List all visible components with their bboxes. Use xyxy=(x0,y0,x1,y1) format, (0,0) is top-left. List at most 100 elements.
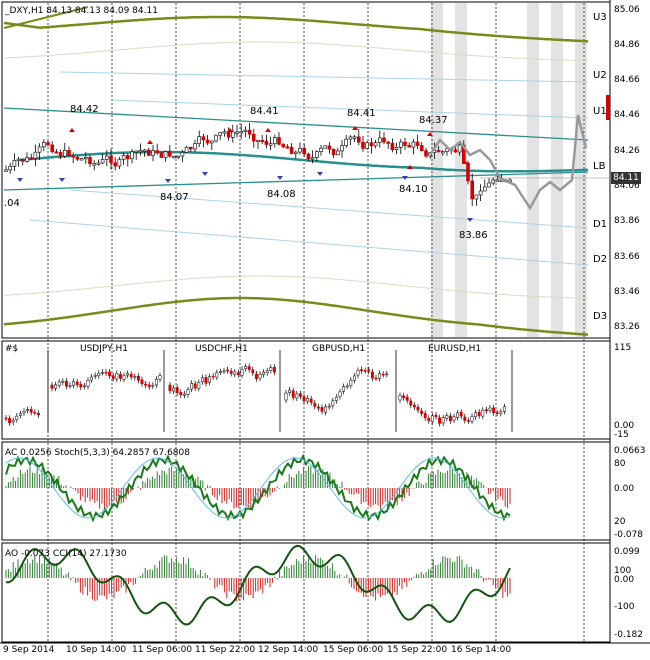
inner-envelope-line xyxy=(3,41,588,62)
fractal-down-marker xyxy=(59,178,65,182)
mini-candle-body xyxy=(204,377,208,384)
mini-candle-body xyxy=(86,380,90,387)
candle-body xyxy=(411,141,416,148)
candle-body xyxy=(100,158,105,164)
mini-candle-body xyxy=(208,376,212,383)
level-line xyxy=(69,189,589,229)
candle-body xyxy=(272,137,277,145)
candle-body xyxy=(41,142,46,148)
mini-candle-body xyxy=(398,395,402,401)
mini-candle-body xyxy=(22,410,26,414)
time-axis-label: 11 Sep 06:00 xyxy=(132,645,193,655)
ao-axis-label: 100 xyxy=(614,566,632,576)
mini-candle-body xyxy=(147,384,151,387)
mini-candle-body xyxy=(420,410,424,414)
candle-body xyxy=(369,142,374,147)
mini-candle-body xyxy=(229,370,233,374)
candle-body xyxy=(293,151,298,154)
symbol-usdchf-label: USDCHF,H1 xyxy=(195,344,248,354)
candle-body xyxy=(4,169,8,172)
symbol-eurusd-label: EURUSD,H1 xyxy=(428,344,482,354)
candle-body xyxy=(277,137,281,145)
candle-body xyxy=(453,149,458,153)
candle-body xyxy=(180,152,185,157)
candle-body xyxy=(390,142,395,150)
mini-candle-body xyxy=(15,415,19,420)
mini-candle-body xyxy=(488,407,492,411)
inner-envelope-line xyxy=(3,275,589,299)
mini-candle-body xyxy=(265,370,269,373)
candle-body xyxy=(121,155,126,160)
candle-body xyxy=(193,143,197,150)
level-label-d2: D2 xyxy=(593,254,608,265)
price-label: 84.66 xyxy=(614,75,640,85)
mini-candle-body xyxy=(136,376,140,381)
price-label: 84.26 xyxy=(614,146,640,156)
candle-body xyxy=(138,150,143,153)
candle-body xyxy=(440,151,445,154)
candle-body xyxy=(331,148,336,156)
candle-body xyxy=(222,131,227,134)
candle-body xyxy=(67,150,71,156)
candle-body xyxy=(218,132,222,136)
mini-candle-body xyxy=(240,369,244,376)
candle-body xyxy=(189,146,193,150)
candle-body xyxy=(12,160,17,167)
mini-candle-body xyxy=(158,375,162,380)
time-axis-label: 10 Sep 14:00 xyxy=(66,645,127,655)
current-price-badge: 84.11 xyxy=(611,172,641,184)
mini-candle-body xyxy=(57,381,61,386)
mini-candle-body xyxy=(370,371,374,379)
mini-candle-body xyxy=(254,373,258,379)
mini-candle-body xyxy=(499,411,503,414)
mini-candle-body xyxy=(61,380,65,383)
mini-candle-body xyxy=(327,405,331,408)
candle-body xyxy=(8,165,12,171)
mini-candle-body xyxy=(345,385,349,388)
candle-body xyxy=(424,150,428,157)
mini-candle-body xyxy=(236,372,240,375)
mini-candle-body xyxy=(481,409,485,417)
level-label-d3: D3 xyxy=(593,311,608,322)
candle-body xyxy=(398,141,403,148)
lower-envelope-line xyxy=(3,296,589,336)
mini-candle-body xyxy=(222,370,226,373)
channel-lower-line xyxy=(3,171,589,191)
fractal-up-marker xyxy=(265,128,271,132)
mini-candle-body xyxy=(302,396,306,402)
mini-candle-body xyxy=(502,406,506,412)
mini-candle-body xyxy=(251,369,255,374)
price-label: 84.46 xyxy=(614,110,640,120)
candle-body xyxy=(470,180,475,200)
upper-envelope-segment xyxy=(3,6,89,29)
mini-candle-body xyxy=(215,372,219,378)
candle-body xyxy=(285,146,290,149)
mini-candle-body xyxy=(324,406,328,413)
symbols-axis-label: -15 xyxy=(614,430,629,440)
mini-candle-body xyxy=(309,398,313,403)
mini-candle-body xyxy=(175,387,179,394)
mini-candle-body xyxy=(445,415,449,419)
candle-body xyxy=(256,139,260,143)
candle-body xyxy=(348,136,353,140)
price-label: 83.46 xyxy=(614,287,640,297)
candle-body xyxy=(184,146,189,153)
time-axis-label: 15 Sep 22:00 xyxy=(387,645,448,655)
mini-candle-body xyxy=(100,372,104,374)
candle-body xyxy=(134,150,138,153)
mini-candle-body xyxy=(452,416,456,421)
candle-body xyxy=(247,129,252,135)
mini-candle-body xyxy=(272,366,276,373)
candle-body xyxy=(373,142,378,147)
mini-candle-body xyxy=(269,367,273,371)
mini-candle-body xyxy=(338,391,342,397)
candle-body xyxy=(361,141,365,149)
mini-candle-body xyxy=(288,389,292,393)
ao-axis-label: 0.099 xyxy=(614,547,640,557)
symbol-usdjpy-label: USDJPY,H1 xyxy=(80,344,128,354)
fractal-down-marker xyxy=(17,178,23,182)
candle-body xyxy=(482,186,487,192)
candle-body xyxy=(235,131,239,134)
